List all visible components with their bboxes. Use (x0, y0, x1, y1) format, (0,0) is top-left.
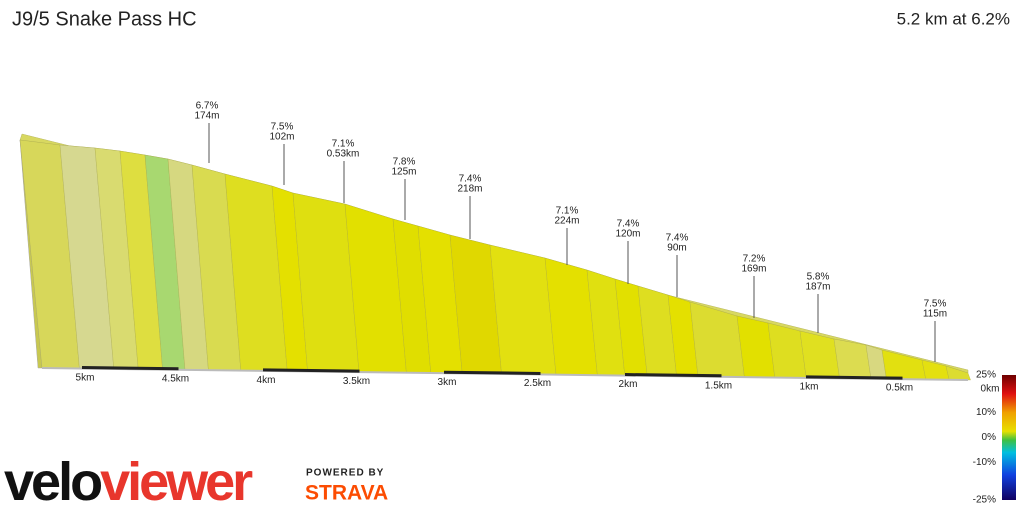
annotation-grade: 7.4% (666, 233, 689, 244)
annotation-length: 224m (554, 216, 579, 227)
x-tick-label: 4km (257, 375, 276, 386)
annotation-length: 169m (741, 264, 766, 275)
annotation-grade: 7.5% (271, 122, 294, 133)
colorbar-tick-label: -25% (973, 495, 996, 506)
x-tick-label: 5km (76, 373, 95, 384)
annotation-grade: 7.1% (332, 139, 355, 150)
x-tick-label: 2km (619, 379, 638, 390)
distance-bar (443, 370, 541, 375)
colorbar-tick-label: -10% (973, 457, 996, 468)
annotation-length: 218m (457, 184, 482, 195)
annotation-grade: 7.5% (924, 299, 947, 310)
annotation-length: 125m (391, 167, 416, 178)
annotation-grade: 7.8% (393, 157, 416, 168)
profile-segment (945, 365, 971, 381)
annotation-grade: 7.2% (743, 254, 766, 265)
logo: veloviewer (4, 452, 253, 512)
annotation-grade: 5.8% (807, 272, 830, 283)
colorbar (1002, 375, 1016, 500)
annotation-length: 174m (194, 111, 219, 122)
colorbar-tick-label: 0% (982, 432, 997, 443)
distance-bar (805, 375, 903, 380)
annotation-length: 115m (923, 309, 947, 320)
annotation-grade: 7.1% (556, 206, 579, 217)
annotation-length: 120m (615, 229, 640, 240)
x-tick-label: 3.5km (343, 376, 370, 387)
profile (19, 133, 971, 381)
powered-by: POWERED BY (306, 468, 384, 479)
x-tick-label: 4.5km (162, 374, 189, 385)
logo-viewer: viewer (100, 452, 253, 512)
annotation-length: 102m (269, 132, 294, 143)
x-tick-label: 0km (981, 384, 1000, 395)
distance-bar (624, 373, 722, 378)
x-tick-label: 0.5km (886, 383, 913, 394)
colorbar-tick-label: 10% (976, 407, 996, 418)
x-tick-label: 2.5km (524, 378, 551, 389)
x-tick-label: 3km (438, 377, 457, 388)
annotation-grade: 7.4% (459, 174, 482, 185)
profile-segment (833, 338, 872, 379)
logo-velo: velo (4, 452, 101, 512)
distance-bar (81, 366, 179, 371)
annotation-length: 187m (805, 282, 830, 293)
strava: STRAVA (305, 482, 388, 505)
annotation-grade: 7.4% (617, 219, 640, 230)
distance-bar (262, 368, 360, 373)
annotation-length: 0.53km (327, 149, 360, 160)
x-tick-label: 1.5km (705, 380, 732, 391)
x-tick-label: 1km (800, 381, 819, 392)
title: J9/5 Snake Pass HC (12, 8, 197, 30)
subtitle: 5.2 km at 6.2% (897, 9, 1010, 28)
annotation-length: 90m (667, 243, 686, 254)
annotation-grade: 6.7% (196, 101, 219, 112)
colorbar-tick-label: 25% (976, 370, 996, 381)
